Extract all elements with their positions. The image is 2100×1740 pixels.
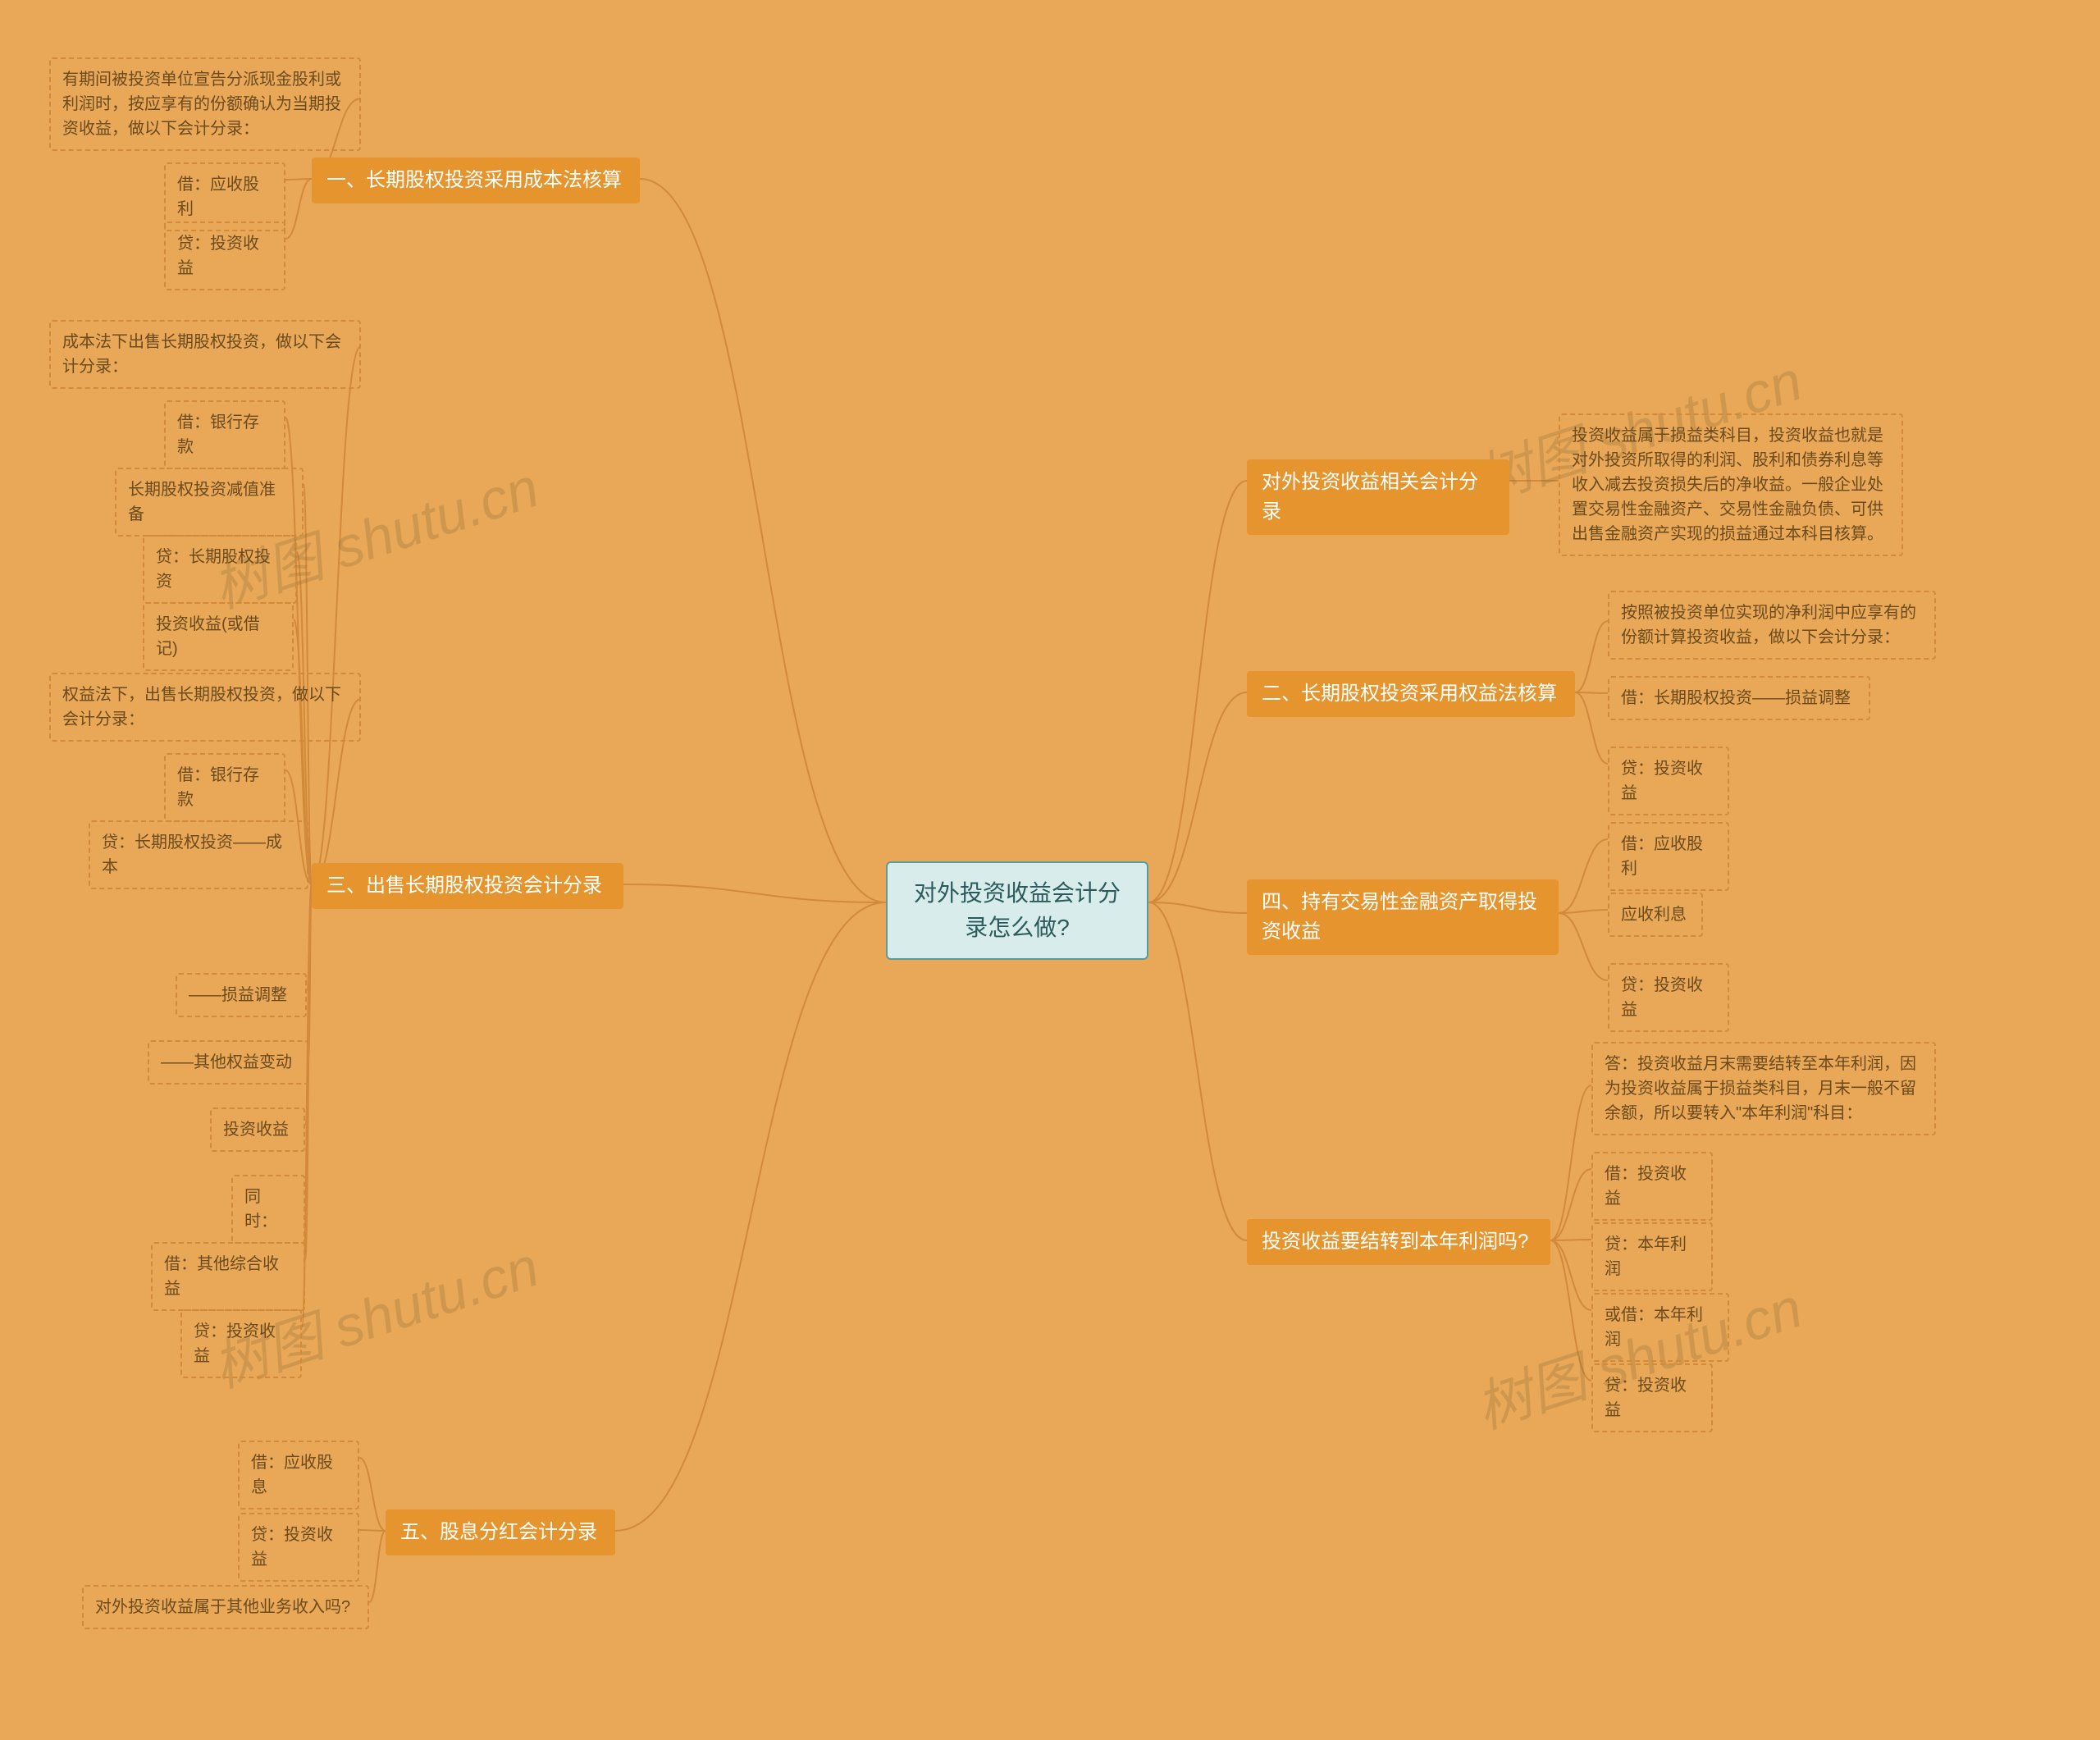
leaf-r0-0: 投资收益属于损益类科目，投资收益也就是对外投资所取得的利润、股利和债券利息等收入… [1559,413,1903,556]
leaf-rq-3: 或借：本年利润 [1591,1293,1729,1362]
leaf-b3-8: ——损益调整 [176,973,307,1017]
leaf-b1-2: 贷：投资收益 [164,221,285,290]
branch-b4: 四、持有交易性金融资产取得投资收益 [1247,879,1559,955]
root-node: 对外投资收益会计分录怎么做? [886,861,1148,960]
leaf-b3-7: 贷：长期股权投资——成本 [89,820,308,889]
branch-b2: 二、长期股权投资采用权益法核算 [1247,671,1575,717]
leaf-b3-3: 贷：长期股权投资 [143,535,297,604]
mindmap-canvas: 对外投资收益会计分录怎么做?树图 shutu.cn树图 shutu.cn树图 s… [0,0,2100,1740]
leaf-b3-2: 长期股权投资减值准备 [115,468,304,537]
leaf-b3-1: 借：银行存款 [164,400,285,469]
leaf-b4-2: 贷：投资收益 [1608,963,1729,1032]
leaf-b3-4: 投资收益(或借记) [143,602,294,671]
leaf-b4-1: 应收利息 [1608,893,1703,937]
leaf-b3-6: 借：银行存款 [164,753,285,822]
leaf-b3-10: 投资收益 [210,1107,305,1152]
leaf-b5-0: 借：应收股息 [238,1441,359,1509]
leaf-b3-13: 贷：投资收益 [180,1309,302,1378]
leaf-rq-4: 贷：投资收益 [1591,1363,1713,1432]
leaf-b3-11: 同时： [231,1175,305,1244]
branch-b3: 三、出售长期股权投资会计分录 [312,863,623,909]
leaf-rq-2: 贷：本年利润 [1591,1222,1713,1291]
branch-b1: 一、长期股权投资采用成本法核算 [312,158,640,203]
leaf-b2-0: 按照被投资单位实现的净利润中应享有的份额计算投资收益，做以下会计分录： [1608,591,1936,660]
branch-rq: 投资收益要结转到本年利润吗? [1247,1219,1550,1265]
branch-b5: 五、股息分红会计分录 [386,1509,615,1555]
leaf-b4-0: 借：应收股利 [1608,822,1729,891]
leaf-b3-12: 借：其他综合收益 [151,1242,305,1311]
leaf-b2-2: 贷：投资收益 [1608,747,1729,815]
leaf-b2-1: 借：长期股权投资——损益调整 [1608,676,1870,720]
leaf-b3-5: 权益法下，出售长期股权投资，做以下会计分录： [49,673,361,742]
leaf-b5-2: 对外投资收益属于其他业务收入吗? [82,1585,369,1629]
leaf-b1-0: 有期间被投资单位宣告分派现金股利或利润时，按应享有的份额确认为当期投资收益，做以… [49,57,361,151]
leaf-b5-1: 贷：投资收益 [238,1513,359,1582]
leaf-b3-0: 成本法下出售长期股权投资，做以下会计分录： [49,320,361,389]
leaf-rq-0: 答：投资收益月末需要结转至本年利润，因为投资收益属于损益类科目，月末一般不留余额… [1591,1042,1936,1135]
branch-r0: 对外投资收益相关会计分录 [1247,459,1509,535]
leaf-rq-1: 借：投资收益 [1591,1152,1713,1221]
leaf-b3-9: ——其他权益变动 [148,1040,308,1085]
